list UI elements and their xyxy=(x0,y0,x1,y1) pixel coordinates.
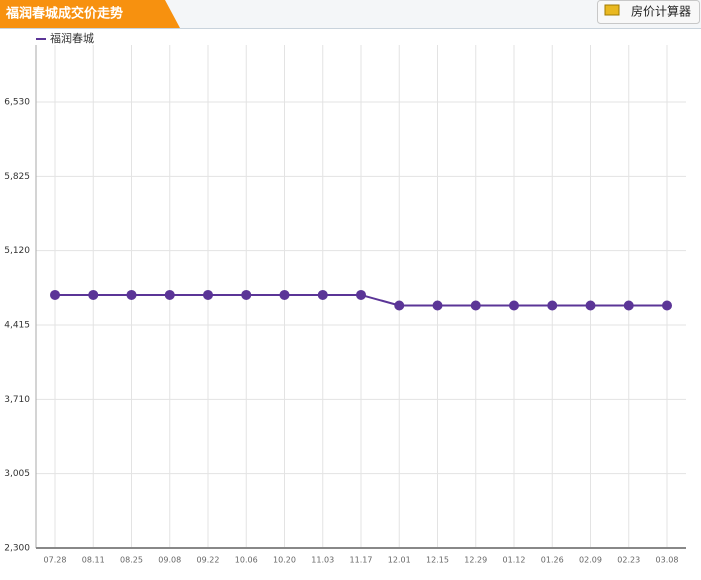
y-tick-label: 6,530 xyxy=(4,98,30,108)
y-tick-label: 3,005 xyxy=(4,469,30,479)
x-tick-label: 09.22 xyxy=(197,556,220,565)
x-tick-label: 03.08 xyxy=(656,556,679,565)
x-tick-label: 11.17 xyxy=(350,556,373,565)
x-tick-label: 10.20 xyxy=(273,556,296,565)
title-tab xyxy=(0,0,180,28)
legend-label: 福润春城 xyxy=(50,31,94,45)
y-tick-label: 4,415 xyxy=(4,321,30,331)
data-point xyxy=(126,289,137,300)
button-icon xyxy=(604,4,620,16)
x-tick-label: 01.26 xyxy=(541,556,564,565)
x-tick-label: 09.08 xyxy=(158,556,181,565)
y-tick-label: 2,300 xyxy=(4,544,30,554)
x-tick-label: 07.28 xyxy=(44,556,67,565)
x-tick-label: 10.06 xyxy=(235,556,258,565)
y-tick-label: 5,825 xyxy=(4,172,30,182)
data-point xyxy=(509,300,519,311)
data-point xyxy=(547,300,558,311)
data-point xyxy=(241,289,252,300)
x-tick-label: 12.01 xyxy=(388,556,411,565)
x-tick-label: 02.09 xyxy=(579,556,602,565)
data-point xyxy=(432,300,443,311)
calculator-button[interactable]: 房价计算器 xyxy=(597,0,700,24)
data-point xyxy=(585,300,596,311)
data-point xyxy=(317,289,328,300)
x-tick-label: 12.29 xyxy=(464,556,487,565)
data-point xyxy=(203,289,213,300)
x-tick-label: 08.11 xyxy=(82,556,105,565)
data-point xyxy=(356,289,366,300)
data-point xyxy=(50,289,60,300)
data-point xyxy=(623,300,634,311)
y-tick-label: 5,120 xyxy=(4,246,30,256)
button-label[interactable]: 房价计算器 xyxy=(631,4,691,19)
data-point xyxy=(164,289,175,300)
x-tick-label: 12.15 xyxy=(426,556,449,565)
x-tick-label: 02.23 xyxy=(617,556,640,565)
data-point xyxy=(279,289,290,300)
x-tick-label: 01.12 xyxy=(503,556,526,565)
x-tick-label: 11.03 xyxy=(311,556,334,565)
button-bg[interactable] xyxy=(597,0,700,24)
data-point xyxy=(88,289,99,300)
x-tick-label: 08.25 xyxy=(120,556,143,565)
y-tick-label: 3,710 xyxy=(4,395,30,405)
data-point xyxy=(662,300,672,311)
chart-title: 福润春城成交价走势 xyxy=(5,6,123,22)
data-point xyxy=(394,300,405,311)
data-point xyxy=(470,300,481,311)
